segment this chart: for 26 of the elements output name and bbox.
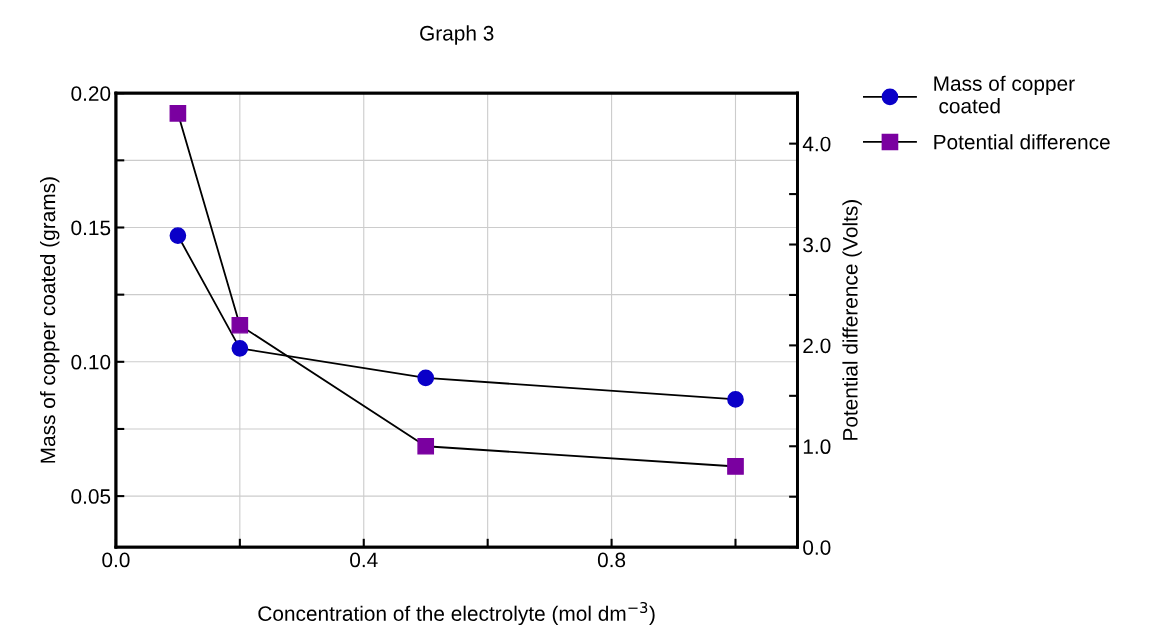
x-tick-label: 0.4 xyxy=(350,552,378,568)
y2-tick-label: 2.0 xyxy=(803,338,831,354)
point xyxy=(417,437,435,455)
x-tick-label: 0.8 xyxy=(597,552,626,568)
point xyxy=(417,369,435,387)
point xyxy=(231,316,249,334)
point xyxy=(231,340,249,357)
legend-label: Mass of copper coated xyxy=(934,75,1075,114)
point xyxy=(169,105,187,122)
y-axis-title: Mass of copper coated (grams) xyxy=(39,177,60,463)
y-tick-label: 0.20 xyxy=(71,86,111,101)
point xyxy=(169,227,187,244)
y-tick-label: 0.10 xyxy=(71,354,111,370)
y2-tick-label: 4.0 xyxy=(802,136,831,152)
y-tick-label: 0.15 xyxy=(71,220,111,236)
x-axis-title: Concentration of the electrolyte (mol dm$^{−3}$) xyxy=(258,601,655,626)
chart-title: Graph 3 xyxy=(420,25,494,45)
y2-axis-title: Potential difference (Volts) xyxy=(842,200,862,440)
x-tick-label: 0.0 xyxy=(102,552,130,568)
point xyxy=(727,458,744,475)
y2-tick-label: 3.0 xyxy=(803,237,831,253)
y2-tick-label: 0.0 xyxy=(803,540,831,555)
legend-label: Potential difference xyxy=(934,134,1110,150)
y2-tick-label: 1.0 xyxy=(803,439,831,455)
point xyxy=(727,391,744,408)
y-tick-label: 0.05 xyxy=(71,489,111,504)
